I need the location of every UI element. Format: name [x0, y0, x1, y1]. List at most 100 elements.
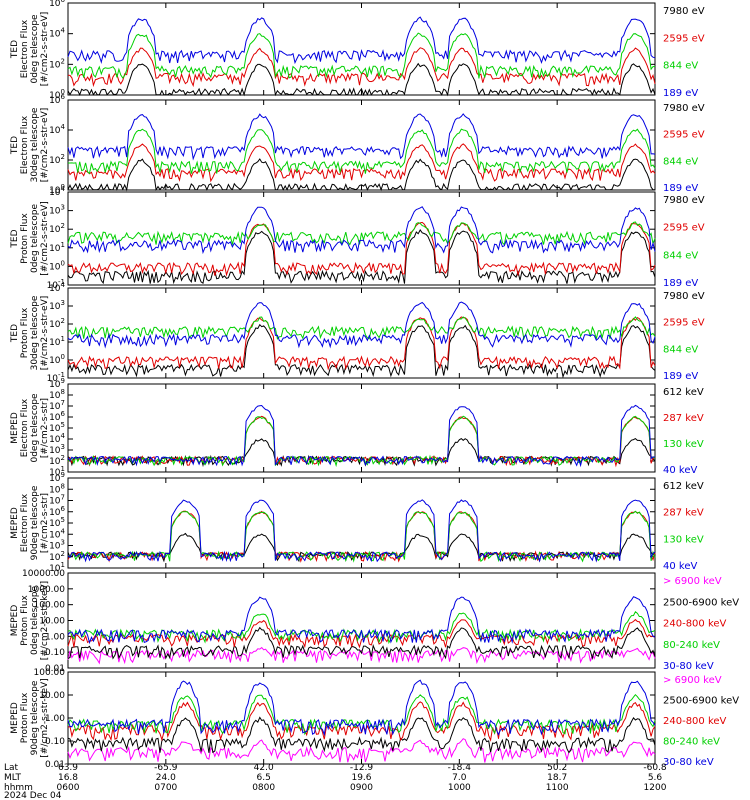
- footer-lat: 42.0: [254, 763, 274, 773]
- footer-mlt: 6.5: [257, 773, 271, 783]
- footer-time: 1200: [644, 783, 667, 793]
- legend-entry: 844 eV: [663, 344, 698, 355]
- series-line: [67, 316, 656, 341]
- y-axis-label-line: TED: [10, 136, 20, 155]
- y-tick-label: 106: [49, 410, 65, 423]
- y-tick-label: 104: [49, 27, 65, 40]
- y-tick-label: 1.00: [45, 714, 65, 724]
- legend-entry: 7980 eV: [663, 291, 705, 302]
- legend-entry: 2500-6900 keV: [663, 597, 739, 608]
- y-tick-label: 10-1: [47, 278, 65, 291]
- footer-lat: 50.2: [547, 763, 567, 773]
- y-axis-label-line: [#/cm2-s-str-eV]: [40, 12, 50, 87]
- y-axis-label-line: 0deg telescope: [30, 586, 40, 656]
- y-axis-label-line: TED: [10, 40, 20, 59]
- y-tick-label: 100.00: [34, 601, 66, 611]
- legend-entry: 2595 eV: [663, 33, 705, 44]
- y-axis-label-line: 30deg telescope: [30, 107, 40, 182]
- footer-time: 0900: [350, 783, 373, 793]
- y-axis-label-line: 0deg telescope: [30, 204, 40, 274]
- y-tick-label: 105: [49, 421, 65, 434]
- y-tick-label: 10.00: [39, 691, 65, 701]
- footer-date: 2024 Dec 04: [4, 791, 62, 800]
- series-line: [67, 646, 656, 665]
- y-axis-label-line: Proton Flux: [20, 692, 30, 743]
- y-tick-label: 105: [49, 516, 65, 529]
- y-tick-label: 100: [49, 259, 65, 272]
- y-tick-label: 104: [49, 123, 65, 136]
- y-tick-label: 102: [49, 57, 65, 70]
- chart-panel-2: 100 102 104 106 TED Electron Flux 30deg telesc…: [10, 93, 705, 196]
- y-tick-label: 10000.00: [22, 569, 65, 579]
- legend-entry: 30-80 keV: [663, 661, 714, 672]
- y-tick-label: 102: [49, 222, 65, 235]
- legend-entry: 189 eV: [663, 278, 698, 289]
- y-tick-label: 107: [49, 494, 65, 507]
- chart-panel-1: 100 102 104 106 TED Electron Flux 0deg telesco…: [10, 0, 705, 101]
- legend-entry: 287 keV: [663, 508, 704, 519]
- footer-lat: -60.8: [643, 763, 667, 773]
- legend-entry: 130 keV: [663, 534, 704, 545]
- y-tick-label: 102: [49, 550, 65, 563]
- series-line: [67, 618, 656, 649]
- series-line: [67, 113, 656, 161]
- y-tick-label: 101: [49, 561, 65, 574]
- legend-entry: 189 eV: [663, 183, 698, 194]
- series-line: [67, 404, 656, 468]
- y-tick-label: 103: [49, 539, 65, 552]
- series-line: [67, 679, 656, 737]
- y-tick-label: 103: [49, 204, 65, 217]
- y-tick-label: 104: [49, 432, 65, 445]
- footer-time: 0600: [57, 783, 80, 793]
- legend-entry: 2595 eV: [663, 318, 705, 329]
- y-axis-label-line: 30deg telescope: [30, 295, 40, 370]
- legend-entry: > 6900 keV: [663, 675, 722, 686]
- y-axis-label-line: MEPED: [10, 702, 20, 734]
- legend-entry: 612 keV: [663, 481, 704, 492]
- y-tick-label: 106: [49, 0, 65, 9]
- y-tick-label: 100: [49, 353, 65, 366]
- y-axis-label-line: Proton Flux: [20, 595, 30, 646]
- y-axis-label-line: Proton Flux: [20, 307, 30, 358]
- footer-mlt: 24.0: [156, 773, 176, 783]
- y-tick-label: 106: [49, 93, 65, 106]
- legend-entry: 189 eV: [663, 88, 698, 99]
- y-axis-label-line: Electron Flux: [20, 398, 30, 457]
- legend-entry: 7980 eV: [663, 6, 705, 17]
- y-axis-label-line: 90deg telescope: [30, 485, 40, 560]
- y-axis-label-line: [#/cm2-s-str-eV]: [40, 296, 50, 371]
- footer-lat: -65.9: [154, 763, 178, 773]
- footer-time: 0700: [154, 783, 177, 793]
- footer-mlt: 7.0: [452, 773, 467, 783]
- chart-panel-3: 10-1 100 101 102 103 104 TED Proton Flux 0deg te…: [10, 185, 705, 291]
- y-tick-label: 109: [49, 377, 65, 390]
- y-tick-label: 104: [49, 281, 65, 294]
- y-axis-label-line: 0deg telescope: [30, 393, 40, 463]
- series-line: [67, 499, 656, 563]
- y-axis-label-line: 90deg telescope: [30, 680, 40, 755]
- y-axis-label-line: MEPED: [10, 412, 20, 444]
- y-tick-label: 107: [49, 399, 65, 412]
- y-tick-label: 1000.00: [28, 585, 65, 595]
- series-line: [67, 158, 655, 192]
- footer-mlt: 5.6: [648, 773, 663, 783]
- y-axis-label-line: MEPED: [10, 507, 20, 539]
- y-tick-label: 108: [49, 388, 65, 401]
- chart-panel-4: 10-1 100 101 102 103 104 TED Proton Flux 30deg t…: [10, 281, 705, 384]
- y-tick-label: 104: [49, 185, 65, 198]
- y-tick-label: 10.00: [39, 617, 65, 627]
- footer-mlt: 16.8: [58, 773, 78, 783]
- y-axis-label-line: [#/cm2-s-str]: [40, 493, 50, 553]
- footer-row-label: Lat: [4, 763, 19, 773]
- series-line: [67, 611, 656, 645]
- legend-entry: 80-240 keV: [663, 737, 720, 748]
- y-axis-label-line: Proton Flux: [20, 213, 30, 264]
- y-tick-label: 102: [49, 153, 65, 166]
- footer-time: 1100: [546, 783, 569, 793]
- y-tick-label: 0.01: [45, 760, 65, 770]
- y-tick-label: 108: [49, 482, 65, 495]
- series-line: [67, 693, 656, 736]
- series-line: [67, 301, 656, 349]
